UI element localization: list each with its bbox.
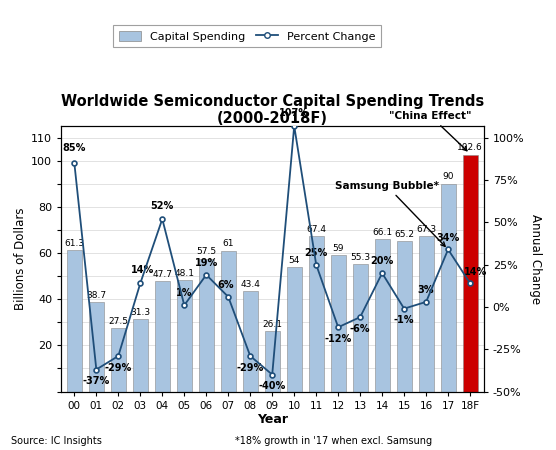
Bar: [155, 281, 170, 392]
Bar: [309, 236, 324, 392]
Y-axis label: Billions of Dollars: Billions of Dollars: [14, 207, 27, 310]
Bar: [463, 155, 478, 392]
Bar: [199, 259, 214, 392]
Title: Worldwide Semiconductor Capital Spending Trends
(2000-2018F): Worldwide Semiconductor Capital Spending…: [61, 94, 484, 126]
Bar: [287, 267, 302, 392]
Text: "China Effect": "China Effect": [389, 111, 471, 151]
Text: 25%: 25%: [305, 248, 328, 258]
Text: -6%: -6%: [350, 324, 370, 334]
Text: 14%: 14%: [131, 265, 154, 275]
Text: 61.3: 61.3: [64, 238, 85, 248]
Text: 54: 54: [289, 256, 300, 265]
Bar: [331, 255, 346, 392]
Text: -29%: -29%: [105, 363, 132, 373]
Bar: [265, 331, 280, 392]
Text: 31.3: 31.3: [130, 308, 150, 317]
Text: 52%: 52%: [151, 201, 174, 211]
Text: Samsung Bubble*: Samsung Bubble*: [335, 180, 445, 246]
Text: Source: IC Insights: Source: IC Insights: [11, 436, 102, 446]
Text: -12%: -12%: [325, 334, 352, 344]
Text: 67.3: 67.3: [416, 225, 436, 234]
Bar: [133, 319, 148, 392]
Bar: [111, 328, 126, 392]
Bar: [440, 184, 455, 392]
Text: 59: 59: [332, 244, 344, 253]
Text: 20%: 20%: [370, 256, 394, 266]
Text: 27.5: 27.5: [108, 317, 128, 326]
Y-axis label: Annual Change: Annual Change: [529, 214, 542, 304]
Text: 48.1: 48.1: [174, 269, 194, 278]
Text: 107%: 107%: [279, 108, 309, 117]
Text: -40%: -40%: [259, 381, 286, 392]
Text: 3%: 3%: [418, 285, 434, 295]
Text: 66.1: 66.1: [372, 228, 392, 237]
Text: 65.2: 65.2: [394, 230, 414, 238]
Text: 43.4: 43.4: [240, 280, 260, 289]
Text: 57.5: 57.5: [196, 248, 216, 256]
Bar: [419, 236, 434, 392]
Bar: [243, 291, 258, 392]
Text: 19%: 19%: [195, 258, 218, 268]
Text: 67.4: 67.4: [306, 225, 326, 234]
Text: 14%: 14%: [464, 266, 487, 276]
Text: -1%: -1%: [394, 315, 414, 325]
Bar: [396, 241, 411, 392]
Bar: [89, 302, 104, 392]
X-axis label: Year: Year: [257, 413, 288, 426]
Text: *18% growth in '17 when excl. Samsung: *18% growth in '17 when excl. Samsung: [235, 436, 432, 446]
Text: -29%: -29%: [237, 363, 264, 373]
Legend: Capital Spending, Percent Change: Capital Spending, Percent Change: [113, 25, 381, 47]
Bar: [177, 280, 192, 392]
Bar: [353, 264, 368, 392]
Text: 47.7: 47.7: [152, 270, 172, 279]
Bar: [221, 251, 236, 392]
Bar: [375, 239, 390, 392]
Text: -37%: -37%: [83, 376, 110, 386]
Text: 102.6: 102.6: [457, 143, 483, 152]
Text: 55.3: 55.3: [350, 252, 370, 261]
Text: 38.7: 38.7: [86, 291, 106, 300]
Text: 61: 61: [222, 239, 234, 248]
Text: 6%: 6%: [218, 280, 234, 290]
Text: 34%: 34%: [436, 233, 460, 243]
Text: 85%: 85%: [63, 143, 86, 153]
Text: 1%: 1%: [176, 288, 192, 298]
Text: 26.1: 26.1: [262, 320, 282, 329]
Bar: [67, 250, 82, 392]
Text: 90: 90: [443, 172, 454, 181]
